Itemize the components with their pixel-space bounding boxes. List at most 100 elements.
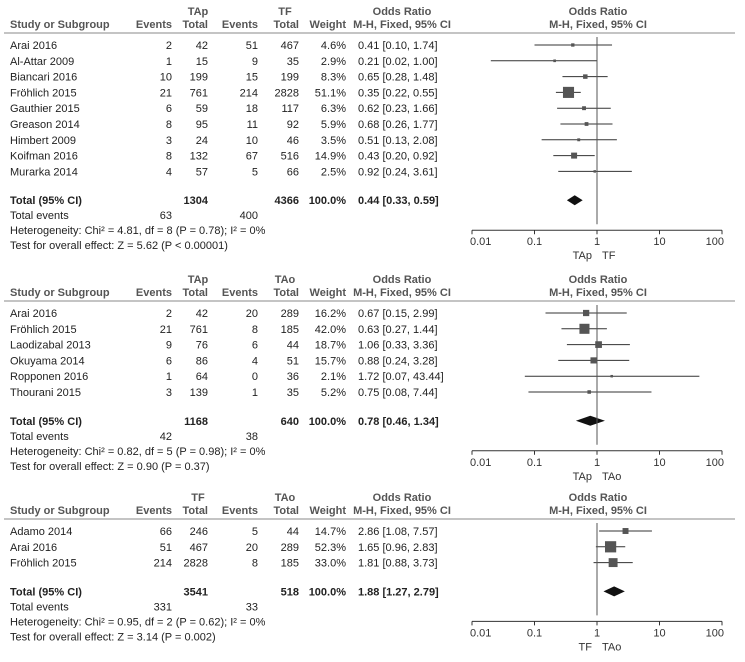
events1-cell: 1	[166, 56, 172, 68]
odds-ratio-cell: 0.88 [0.24, 3.28]	[358, 355, 438, 367]
x-tick-label: 100	[706, 457, 724, 469]
total1-sum: 3541	[184, 586, 208, 598]
forest-panel-2: TAp TAo Odds Ratio Odds Ratio Study or Subgr…	[4, 274, 735, 483]
total1-cell: 64	[196, 371, 208, 383]
study-name: Himbert 2009	[10, 135, 76, 147]
weight-cell: 51.1%	[315, 87, 346, 99]
point-estimate-square	[571, 43, 575, 47]
weight-cell: 2.5%	[321, 166, 346, 178]
overall-effect-text: Test for overall effect: Z = 0.90 (P = 0…	[10, 461, 210, 473]
point-estimate-square	[571, 152, 578, 159]
x-tick-label: 1	[594, 627, 600, 639]
total2-cell: 289	[281, 308, 299, 320]
total1-cell: 15	[196, 56, 208, 68]
study-name: Arai 2016	[10, 542, 57, 554]
study-name: Fröhlich 2015	[10, 558, 77, 570]
odds-ratio-cell: 0.35 [0.22, 0.55]	[358, 87, 438, 99]
overall-effect-text: Test for overall effect: Z = 5.62 (P < 0…	[10, 240, 228, 252]
total-ci-label: Total (95% CI)	[10, 586, 82, 598]
study-name: Al-Attar 2009	[10, 56, 74, 68]
events1-cell: 21	[160, 324, 172, 336]
or-method-header: M-H, Fixed, 95% CI	[353, 505, 451, 517]
events2-cell: 51	[246, 40, 258, 52]
plot-method-header: M-H, Fixed, 95% CI	[549, 287, 647, 299]
total2-cell: 44	[287, 340, 299, 352]
total2-cell: 92	[287, 119, 299, 131]
total-events-group2: 33	[246, 601, 258, 613]
x-tick-label: 0.1	[527, 236, 542, 248]
plot-column-title: Odds Ratio	[569, 492, 628, 504]
study-name: Greason 2014	[10, 119, 80, 131]
point-estimate-square	[590, 357, 597, 364]
weight-cell: 18.7%	[315, 340, 346, 352]
events2-cell: 1	[252, 387, 258, 399]
point-estimate-square	[595, 341, 602, 348]
total1-cell: 467	[190, 542, 208, 554]
study-name: Fröhlich 2015	[10, 324, 77, 336]
events1-cell: 8	[166, 119, 172, 131]
weight-cell: 5.9%	[321, 119, 346, 131]
odds-ratio-cell: 2.86 [1.08, 7.57]	[358, 526, 438, 538]
weight-cell: 5.2%	[321, 387, 346, 399]
pooled-diamond	[603, 586, 625, 597]
events2-cell: 10	[246, 135, 258, 147]
odds-ratio-cell: 0.51 [0.13, 2.08]	[358, 135, 438, 147]
odds-ratio-cell: 1.65 [0.96, 2.83]	[358, 542, 438, 554]
events1-cell: 1	[166, 371, 172, 383]
favours-left-label: TAp	[573, 250, 592, 262]
total2-cell: 2828	[275, 87, 299, 99]
point-estimate-square	[610, 374, 613, 378]
total1-cell: 76	[196, 340, 208, 352]
events2-cell: 18	[246, 103, 258, 115]
events1-cell: 51	[160, 542, 172, 554]
total-events-label: Total events	[10, 601, 69, 613]
pooled-diamond	[566, 195, 583, 206]
point-estimate-square	[622, 528, 629, 534]
weight-cell: 14.7%	[315, 526, 346, 538]
point-estimate-square	[579, 323, 590, 334]
x-tick-label: 10	[653, 236, 665, 248]
favours-right-label: TAo	[602, 471, 621, 483]
events2-cell: 67	[246, 151, 258, 163]
odds-ratio-cell: 0.68 [0.26, 1.77]	[358, 119, 438, 131]
or-column-title: Odds Ratio	[373, 6, 432, 18]
total2-header: Total	[274, 19, 299, 31]
total1-sum: 1304	[184, 195, 209, 207]
study-name: Arai 2016	[10, 308, 57, 320]
total1-cell: 761	[190, 87, 208, 99]
weight-cell: 16.2%	[315, 308, 346, 320]
heterogeneity-text: Heterogeneity: Chi² = 0.82, df = 5 (P = …	[10, 446, 266, 458]
plot-column-title: Odds Ratio	[569, 6, 628, 18]
total-weight: 100.0%	[309, 586, 347, 598]
group2-label: TF	[278, 6, 292, 18]
odds-ratio-cell: 0.63 [0.27, 1.44]	[358, 324, 438, 336]
total2-cell: 185	[281, 558, 299, 570]
x-tick-label: 100	[706, 236, 724, 248]
total-events-label: Total events	[10, 431, 69, 443]
total1-header: Total	[183, 19, 208, 31]
events2-cell: 9	[252, 56, 258, 68]
favours-left-label: TAp	[573, 471, 592, 483]
study-column-header: Study or Subgroup	[10, 505, 110, 517]
events2-cell: 5	[252, 526, 258, 538]
events1-cell: 2	[166, 308, 172, 320]
events1-header: Events	[136, 287, 172, 299]
total1-cell: 139	[190, 387, 208, 399]
total2-cell: 36	[287, 371, 299, 383]
study-name: Biancari 2016	[10, 72, 77, 84]
point-estimate-square	[583, 309, 590, 317]
study-name: Koifman 2016	[10, 151, 78, 163]
x-tick-label: 0.01	[470, 236, 491, 248]
events2-cell: 214	[240, 87, 258, 99]
total1-cell: 24	[196, 135, 208, 147]
total2-sum: 640	[281, 416, 299, 428]
weight-cell: 14.9%	[315, 151, 346, 163]
or-method-header: M-H, Fixed, 95% CI	[353, 287, 451, 299]
events2-cell: 8	[252, 324, 258, 336]
events1-cell: 214	[154, 558, 172, 570]
total1-cell: 86	[196, 355, 208, 367]
pooled-odds-ratio: 0.44 [0.33, 0.59]	[358, 195, 439, 207]
favours-left-label: TF	[579, 641, 593, 653]
weight-header: Weight	[310, 287, 347, 299]
